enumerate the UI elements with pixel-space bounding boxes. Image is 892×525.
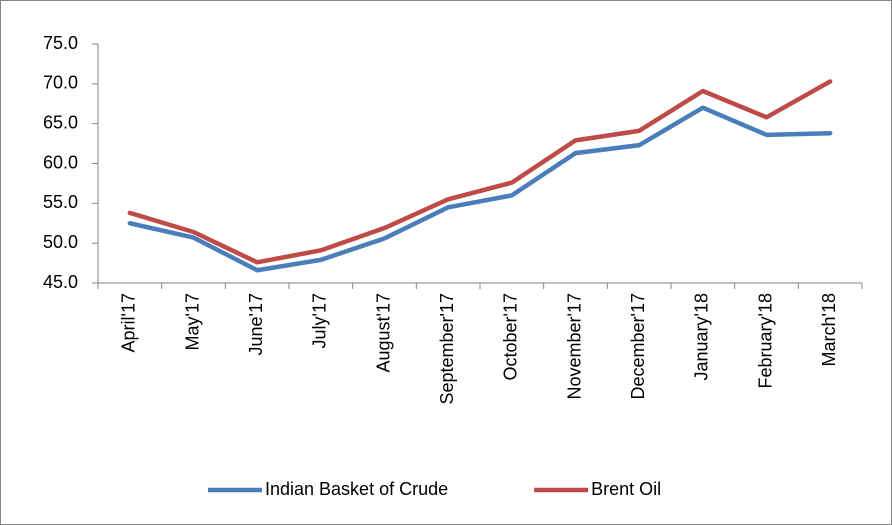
x-tick-label: May'17 <box>182 293 202 350</box>
legend-label: Indian Basket of Crude <box>265 479 448 499</box>
x-tick-label: September'17 <box>437 293 457 405</box>
y-tick-label: 65.0 <box>43 112 78 132</box>
x-tick-label: February'18 <box>755 293 775 388</box>
x-tick-label: January'18 <box>692 293 712 381</box>
series-line <box>127 105 833 273</box>
series-line <box>127 79 833 265</box>
y-tick-label: 70.0 <box>43 73 78 93</box>
x-tick-label: October'17 <box>501 293 521 381</box>
x-tick-label: August'17 <box>373 293 393 373</box>
y-tick-label: 50.0 <box>43 232 78 252</box>
x-tick-label: July'17 <box>310 293 330 348</box>
y-tick-label: 60.0 <box>43 152 78 172</box>
y-tick-label: 45.0 <box>43 272 78 292</box>
y-tick-label: 55.0 <box>43 192 78 212</box>
x-tick-label: March'18 <box>819 293 839 366</box>
y-tick-label: 75.0 <box>43 33 78 53</box>
x-tick-label: November'17 <box>564 293 584 400</box>
x-tick-label: June'17 <box>246 293 266 356</box>
x-tick-label: April'17 <box>119 293 139 352</box>
legend-label: Brent Oil <box>591 479 661 499</box>
x-tick-label: December'17 <box>628 293 648 400</box>
